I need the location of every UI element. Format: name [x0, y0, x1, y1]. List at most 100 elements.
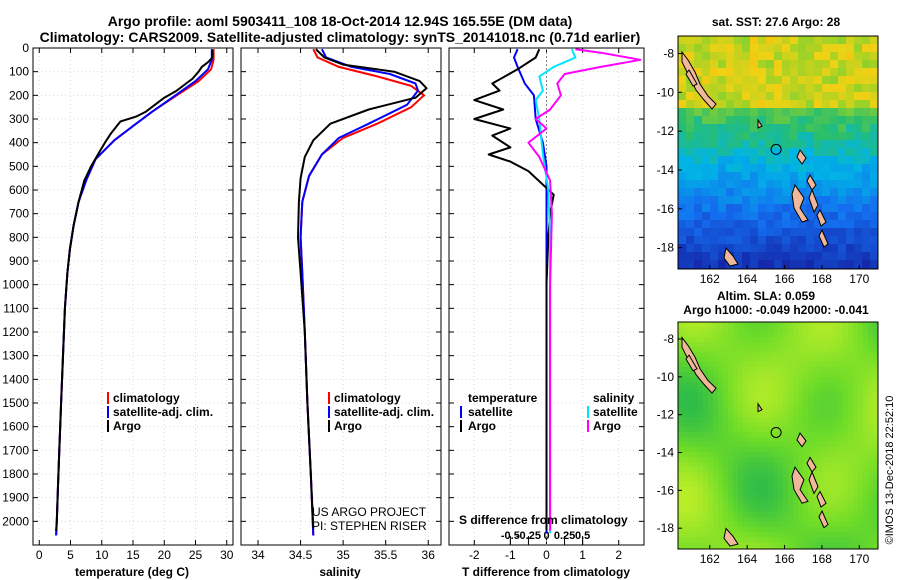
map-cell — [854, 228, 863, 237]
map-cell — [798, 164, 807, 173]
map-cell — [710, 36, 719, 45]
map-cell — [818, 437, 824, 443]
map-cell — [818, 332, 824, 338]
map-cell — [694, 236, 703, 245]
map-cell — [702, 36, 711, 45]
map-cell — [868, 492, 874, 498]
map-cell — [873, 352, 878, 358]
map-cell — [828, 372, 834, 378]
map-cell — [750, 100, 759, 109]
map-cell — [742, 196, 751, 205]
map-cell — [763, 412, 769, 418]
map-cell — [838, 487, 844, 493]
map-cell — [853, 532, 859, 538]
map-cell — [822, 92, 831, 101]
map-cell — [713, 367, 719, 373]
map-cell — [790, 116, 799, 125]
map-cell — [773, 522, 779, 528]
map-cell — [710, 44, 719, 53]
map-cell — [782, 52, 791, 61]
map-cell — [693, 477, 699, 483]
map-cell — [683, 392, 689, 398]
map-cell — [718, 537, 724, 543]
map-y-tick-label: -16 — [657, 202, 675, 216]
map-cell — [728, 402, 734, 408]
map-cell — [803, 502, 809, 508]
map-cell — [743, 437, 749, 443]
map-cell — [718, 482, 724, 488]
map-cell — [708, 542, 714, 548]
map-cell — [848, 417, 854, 423]
map-cell — [688, 472, 694, 478]
map-cell — [718, 547, 724, 549]
map-cell — [823, 452, 829, 458]
map-cell — [822, 60, 831, 69]
map-cell — [726, 220, 735, 229]
map-cell — [763, 327, 769, 333]
map-cell — [853, 337, 859, 343]
map-cell — [868, 392, 874, 398]
map-cell — [858, 422, 864, 428]
map-cell — [678, 68, 687, 77]
map-cell — [818, 412, 824, 418]
map-cell — [788, 497, 794, 503]
map-cell — [738, 387, 744, 393]
map-cell — [728, 347, 734, 353]
map-cell — [843, 477, 849, 483]
map-cell — [723, 357, 729, 363]
map-cell — [848, 437, 854, 443]
map-cell — [838, 84, 847, 93]
map-cell — [813, 447, 819, 453]
map-cell — [814, 188, 823, 197]
map-cell — [798, 100, 807, 109]
map-cell — [708, 397, 714, 403]
map-cell — [830, 260, 839, 269]
map-cell — [798, 382, 804, 388]
map-cell — [843, 532, 849, 538]
map-cell — [734, 68, 743, 77]
map-cell — [833, 452, 839, 458]
map-cell — [688, 462, 694, 468]
map-y-tick-label: -8 — [663, 46, 674, 60]
map-cell — [738, 432, 744, 438]
map-cell — [694, 60, 703, 69]
map-cell — [838, 204, 847, 213]
map-cell — [783, 547, 789, 549]
legend-title-salinity: salinity — [593, 391, 635, 405]
map-cell — [846, 172, 855, 181]
map-cell — [683, 452, 689, 458]
map-cell — [774, 124, 783, 133]
map-cell — [823, 487, 829, 493]
map-cell — [713, 482, 719, 488]
map-cell — [778, 462, 784, 468]
map-cell — [698, 432, 704, 438]
map-cell — [854, 180, 863, 189]
map-cell — [843, 387, 849, 393]
map-cell — [693, 347, 699, 353]
map-cell — [734, 140, 743, 149]
map-cell — [773, 352, 779, 358]
map-cell — [806, 260, 815, 269]
map-cell — [758, 472, 764, 478]
map-cell — [788, 382, 794, 388]
map-cell — [774, 164, 783, 173]
map-cell — [758, 432, 764, 438]
map-cell — [758, 482, 764, 488]
map-cell — [803, 387, 809, 393]
map-y-tick-label: -14 — [657, 163, 675, 177]
map-cell — [763, 417, 769, 423]
map-cell — [693, 482, 699, 488]
map-cell — [733, 487, 739, 493]
map-cell — [870, 44, 878, 53]
map-cell — [863, 342, 869, 348]
map-cell — [863, 337, 869, 343]
map-cell — [858, 372, 864, 378]
map-cell — [813, 362, 819, 368]
map-cell — [822, 148, 831, 157]
map-cell — [863, 482, 869, 488]
map-cell — [733, 432, 739, 438]
map-cell — [723, 447, 729, 453]
map-cell — [693, 382, 699, 388]
map-cell — [702, 156, 711, 165]
map-cell — [806, 44, 815, 53]
